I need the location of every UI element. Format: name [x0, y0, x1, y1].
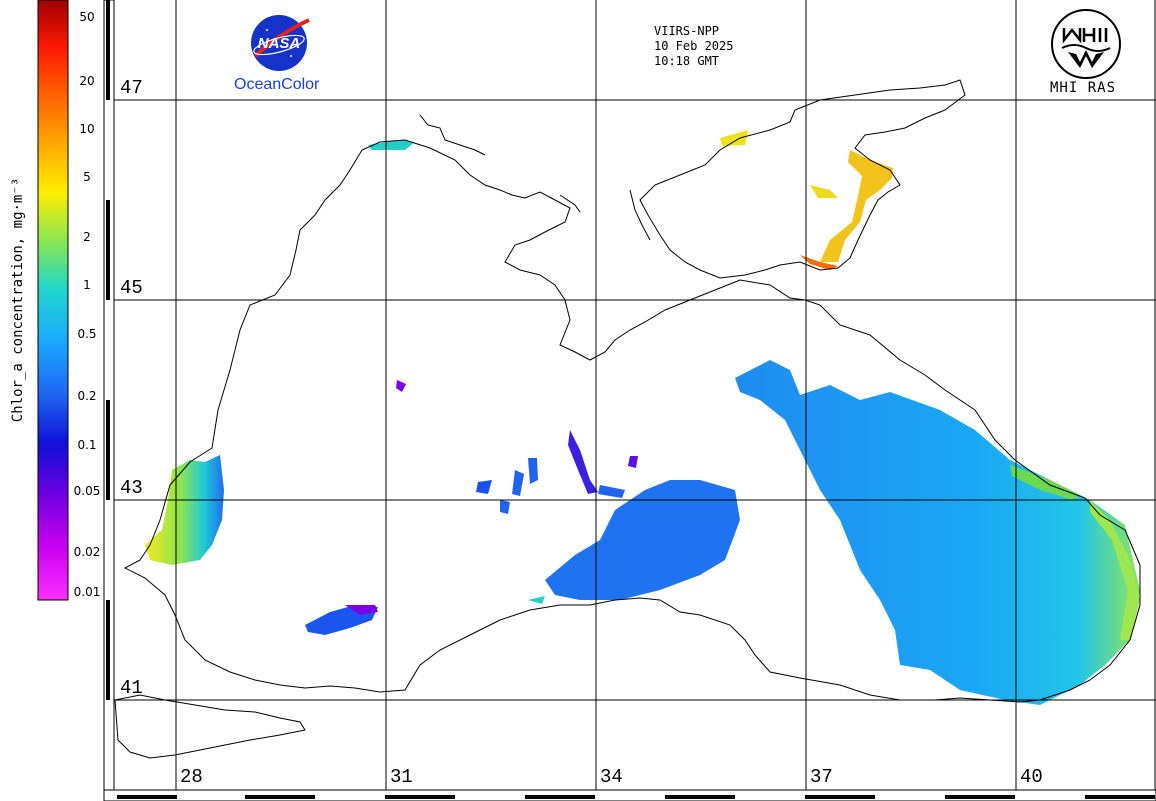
- chl-central-patch: [545, 480, 740, 600]
- acquisition-date: 10 Feb 2025: [654, 39, 734, 53]
- colorbar: [37, 0, 69, 601]
- lon-label: 28: [180, 766, 203, 788]
- colorbar-title-text: Chlor_a concentration, mg·m⁻³: [10, 177, 26, 423]
- chl-east-patch: [735, 360, 1140, 705]
- colorbar-tick: 10: [79, 122, 95, 136]
- lon-label: 34: [600, 766, 623, 788]
- colorbar-tick: 20: [79, 74, 95, 88]
- lat-label: 45: [120, 277, 143, 299]
- colorbar-tick: 50: [79, 10, 95, 24]
- lon-label: 37: [810, 766, 833, 788]
- colorbar-tick: 0.05: [73, 484, 101, 498]
- lon-label: 31: [390, 766, 413, 788]
- chl-west-patch: [145, 455, 224, 565]
- colorbar-tick: 0.01: [73, 585, 101, 599]
- mhi-ras-label: MHI RAS: [1050, 80, 1117, 96]
- colorbar-tick: 0.1: [77, 438, 97, 452]
- lat-lon-grid: [114, 0, 1156, 790]
- satellite-info: VIIRS-NPP 10 Feb 2025 10:18 GMT: [654, 24, 733, 69]
- chl-azov-patch: [820, 150, 893, 262]
- colorbar-tick: 1: [83, 278, 91, 292]
- acquisition-time: 10:18 GMT: [654, 54, 720, 68]
- sensor-name: VIIRS-NPP: [654, 24, 720, 38]
- colorbar-tick: 0.2: [77, 389, 97, 403]
- bottom-ruler: [103, 789, 1156, 801]
- nasa-logo-icon: NASA: [251, 15, 310, 71]
- colorbar-tick: 2: [83, 230, 91, 244]
- lon-label: 40: [1020, 766, 1043, 788]
- mhi-logo-icon: [1051, 9, 1121, 79]
- lat-label: 47: [120, 77, 143, 99]
- chlorophyll-layer: [145, 130, 1140, 705]
- svg-text:NASA: NASA: [258, 35, 301, 52]
- oceancolor-label: OceanColor: [234, 76, 320, 93]
- colorbar-tick: 0.02: [73, 545, 101, 559]
- coastline: [114, 79, 1141, 759]
- colorbar-tick: 0.5: [77, 327, 97, 341]
- lat-label: 43: [120, 477, 143, 499]
- colorbar-tick: 5: [83, 170, 91, 184]
- lat-label: 41: [120, 677, 143, 699]
